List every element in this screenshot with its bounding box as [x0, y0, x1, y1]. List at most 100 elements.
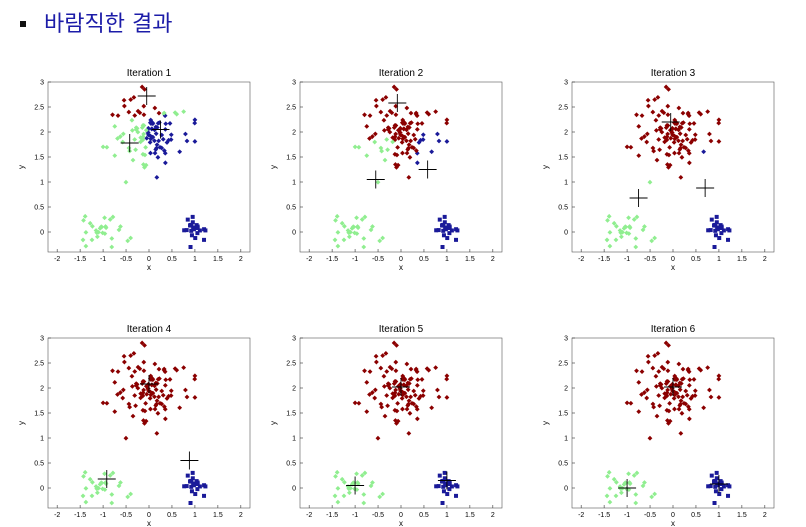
data-point	[161, 148, 167, 154]
data-point	[153, 131, 159, 137]
data-point	[668, 391, 674, 397]
data-point	[110, 368, 115, 374]
data-point	[713, 228, 718, 233]
data-point	[680, 138, 686, 144]
data-point	[352, 144, 358, 150]
data-point	[393, 112, 399, 118]
data-point	[426, 367, 432, 373]
data-point	[631, 217, 637, 222]
data-point	[665, 359, 671, 365]
x-tick-label: 1.5	[213, 512, 223, 519]
data-point	[181, 365, 187, 371]
data-point	[138, 139, 144, 145]
data-point	[672, 406, 677, 412]
data-point	[397, 130, 403, 135]
data-point	[712, 501, 717, 505]
data-point	[120, 131, 126, 137]
data-point	[652, 491, 658, 497]
x-tick-label: 0	[671, 512, 675, 519]
data-point	[384, 113, 390, 118]
data-point	[445, 236, 450, 241]
data-point	[686, 160, 692, 166]
data-point	[636, 409, 642, 415]
data-point	[665, 112, 671, 118]
data-point	[166, 393, 171, 399]
data-point	[368, 483, 374, 489]
x-tick-label: 0.5	[167, 512, 177, 519]
x-tick-label: 0	[147, 512, 151, 519]
data-point	[607, 485, 613, 491]
y-tick-label: 0.5	[558, 205, 568, 212]
data-point	[83, 243, 89, 249]
data-point	[162, 406, 168, 412]
data-point	[614, 223, 619, 229]
data-point	[679, 410, 685, 416]
data-point	[406, 174, 412, 180]
x-tick-label: 2	[491, 256, 495, 263]
data-point	[678, 398, 684, 404]
data-point	[679, 154, 685, 160]
x-tick-label: 1.5	[465, 256, 475, 263]
data-point	[447, 226, 452, 231]
y-tick-label: 1	[40, 436, 44, 443]
data-point	[685, 110, 691, 116]
data-point	[649, 494, 655, 500]
data-point	[153, 387, 159, 393]
data-point	[706, 228, 711, 233]
data-point	[192, 120, 198, 126]
data-point	[145, 125, 151, 131]
data-point	[409, 144, 415, 150]
data-point	[686, 127, 692, 132]
data-point	[385, 127, 391, 132]
data-point	[142, 152, 148, 158]
data-point	[414, 406, 420, 412]
data-point	[419, 121, 425, 126]
data-point	[683, 145, 689, 151]
data-point	[194, 223, 199, 228]
y-tick-label: 1	[292, 180, 296, 187]
x-tick-label: 0.5	[167, 256, 177, 263]
data-point	[354, 215, 359, 221]
data-point	[335, 499, 341, 505]
data-point	[639, 136, 644, 141]
plot-title: Iteration 2	[379, 68, 424, 79]
data-point	[150, 121, 156, 127]
y-tick-label: 1.5	[558, 155, 568, 162]
data-point	[120, 395, 126, 401]
data-point	[441, 489, 446, 494]
data-point	[378, 109, 384, 115]
x-tick-label: -2	[54, 256, 60, 263]
data-point	[190, 214, 195, 219]
data-point	[155, 154, 161, 160]
data-point	[406, 401, 411, 407]
data-point	[662, 139, 668, 145]
data-point	[116, 483, 122, 489]
data-point	[355, 225, 361, 231]
plot-frame	[571, 81, 775, 253]
x-tick-label: 0.5	[691, 512, 701, 519]
data-point	[666, 152, 672, 158]
data-point	[444, 139, 450, 144]
data-point	[405, 380, 411, 386]
data-point	[650, 145, 656, 151]
data-point	[188, 479, 193, 484]
data-point	[664, 151, 670, 157]
plot-frame	[299, 81, 503, 253]
data-point	[152, 138, 157, 144]
data-point	[626, 471, 631, 477]
data-point	[184, 228, 189, 233]
data-point	[167, 377, 173, 382]
x-tick-label: 0	[399, 256, 403, 263]
data-point	[174, 111, 180, 117]
data-point	[352, 400, 358, 406]
data-point	[128, 235, 134, 241]
data-point	[184, 484, 189, 489]
data-point	[375, 179, 381, 185]
x-tick-label: -0.5	[372, 256, 384, 263]
data-point	[133, 383, 139, 388]
x-tick-label: -1.5	[74, 512, 86, 519]
data-point	[663, 340, 669, 346]
data-point	[140, 407, 146, 413]
data-point	[676, 138, 681, 144]
data-point	[195, 487, 200, 492]
